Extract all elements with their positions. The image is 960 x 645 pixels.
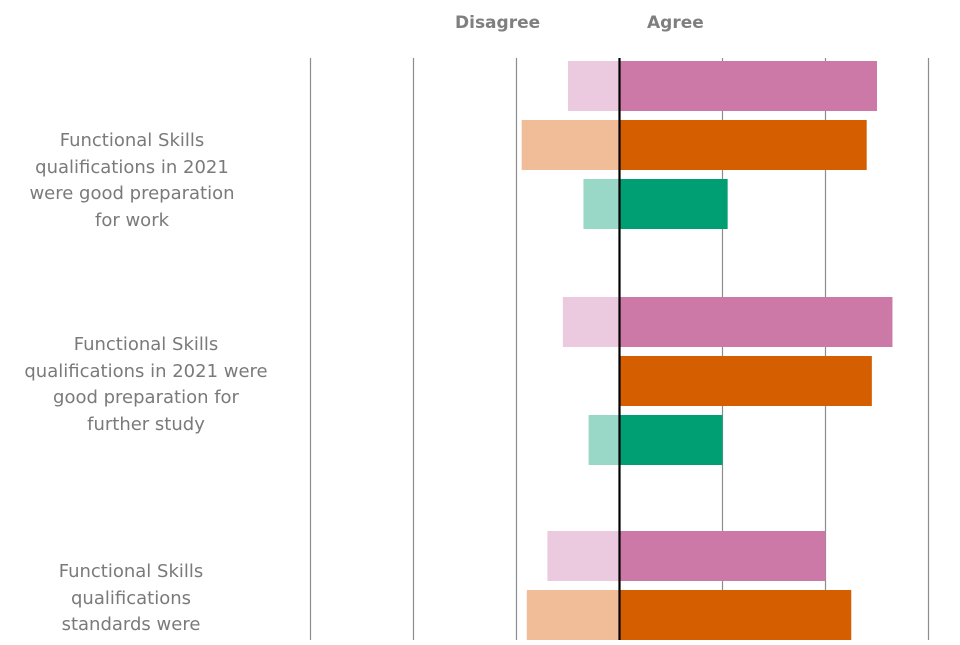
- category-label-line: good preparation for: [53, 387, 239, 408]
- category-label-3: Functional Skills qualifications standards…: [0, 559, 266, 639]
- bar-agree-3-2: [619, 590, 852, 640]
- bar-agree-2-2: [619, 356, 872, 406]
- bar-disagree-1-3: [583, 179, 620, 229]
- category-label-line: qualifications in 2021 were: [24, 360, 268, 382]
- category-label-line: qualifications in 2021: [35, 156, 229, 178]
- bar-agree-2-1: [619, 297, 893, 347]
- bar-disagree-1-1: [568, 61, 620, 111]
- bar-agree-1-1: [619, 61, 877, 111]
- bar-agree-3-1: [619, 531, 826, 581]
- bars: [521, 61, 893, 640]
- bar-disagree-2-3: [588, 415, 620, 465]
- bar-disagree-2-1: [562, 297, 620, 347]
- category-label-line: Functional Skills: [58, 561, 204, 582]
- bar-disagree-1-2: [521, 120, 620, 170]
- category-label-line: Functional Skills: [59, 130, 205, 151]
- category-label-line: further study: [87, 413, 205, 435]
- category-label-line: Functional Skills: [73, 334, 219, 355]
- category-label-line: were good preparation: [29, 183, 235, 204]
- bar-agree-2-3: [619, 415, 723, 465]
- bar-disagree-3-2: [526, 590, 620, 640]
- bar-disagree-3-1: [547, 531, 620, 581]
- category-label-1: Functional Skills qualifications in 2021 w…: [0, 128, 267, 234]
- disagree-header: Disagree: [455, 13, 541, 33]
- category-label-line: standards were: [61, 614, 201, 635]
- category-label-line: qualifications: [71, 587, 191, 609]
- bar-agree-1-3: [619, 179, 728, 229]
- category-label-2: Functional Skills qualifications in 2021 …: [11, 332, 281, 438]
- category-label-line: for work: [94, 209, 170, 231]
- bar-agree-1-2: [619, 120, 867, 170]
- agree-header: Agree: [647, 13, 704, 33]
